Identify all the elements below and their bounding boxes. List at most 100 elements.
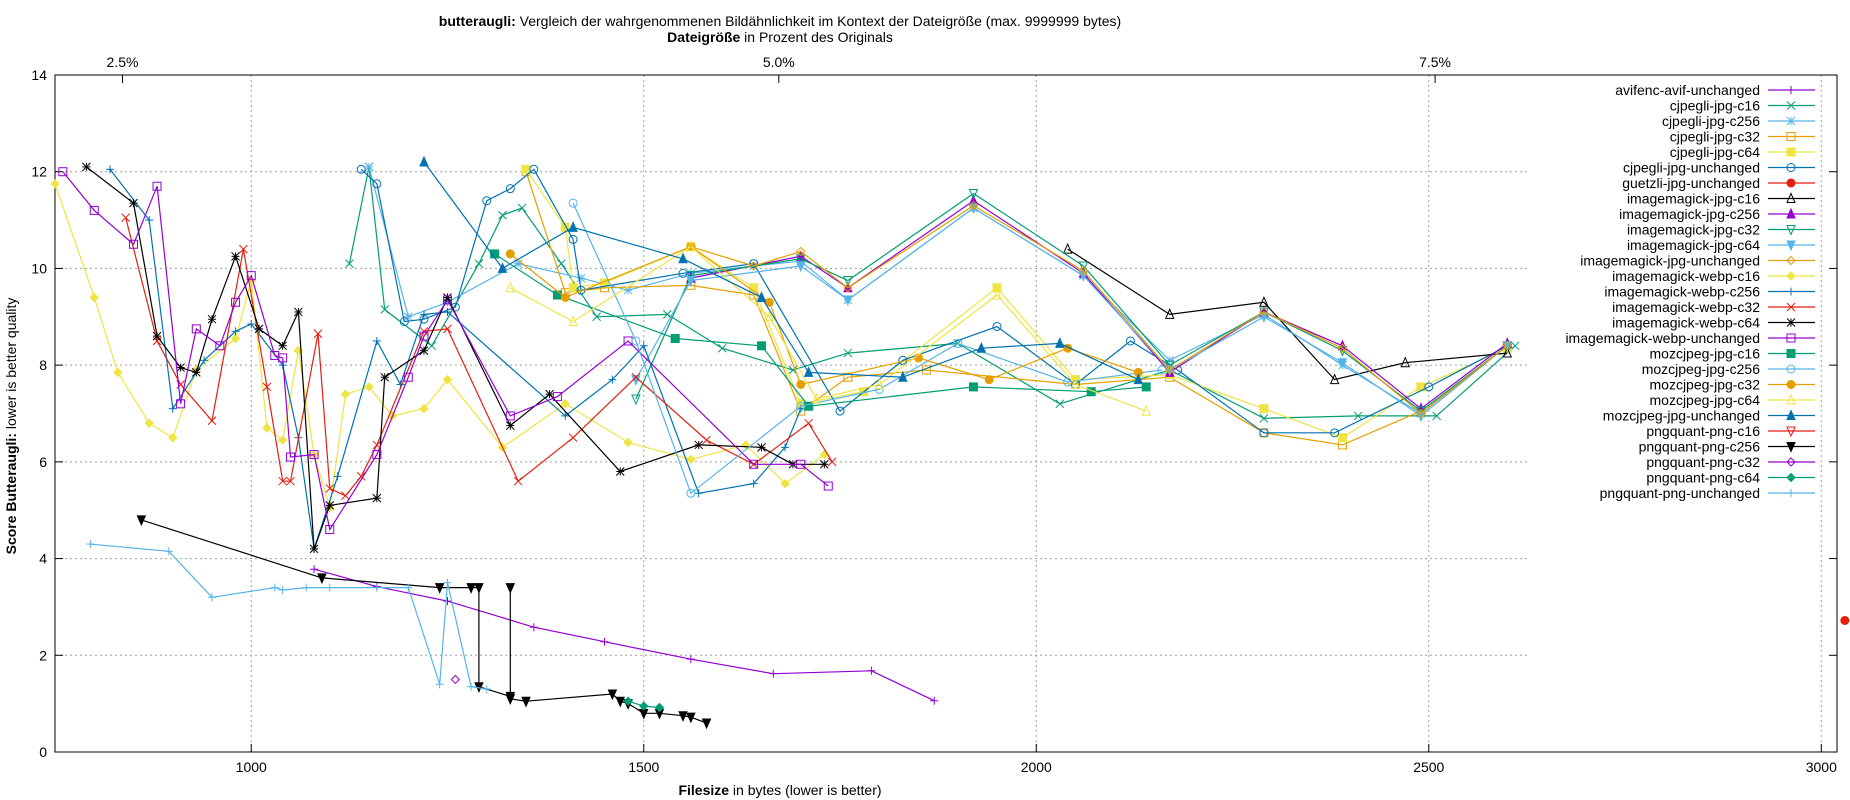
point-marker [953,338,963,348]
point-marker [89,205,99,215]
marker-stroke [443,293,452,302]
point-marker [1502,346,1513,358]
marker-shape [623,696,633,706]
marker-stroke [843,348,853,358]
legend-label: imagemagick-webp-unchanged [1565,330,1760,346]
point-marker [517,203,527,213]
point-marker [239,244,248,254]
marker-shape [317,573,327,585]
marker-stroke [568,433,578,443]
point-marker [278,353,288,363]
point-marker [769,669,778,678]
point-marker [1164,308,1175,319]
point-marker [521,696,531,708]
marker-shape [976,341,987,353]
marker-shape [482,196,492,206]
point-marker [419,326,429,336]
point-marker [843,348,853,358]
point-marker [1786,192,1796,203]
marker-shape [450,674,461,685]
point-marker [419,155,429,167]
marker-shape [505,411,515,421]
marker-shape [757,341,767,351]
marker-shape [1786,178,1796,188]
series-line [348,166,1516,419]
x-tick-label: 1000 [236,759,267,775]
point-marker [1055,399,1065,409]
marker-shape [560,292,570,302]
point-marker [749,459,759,469]
point-marker [380,372,390,382]
legend-entry: imagemagick-webp-c32 [1612,299,1815,315]
legend-label: cjpegli-jpg-c32 [1670,129,1760,145]
marker-shape [670,334,680,344]
marker-shape [811,392,822,404]
point-marker [1786,302,1796,312]
marker-shape [968,382,978,392]
point-marker [608,375,617,384]
point-marker [1786,225,1796,236]
legend-entry: cjpegli-jpg-c32 [1670,129,1815,145]
legend-label: mozcjpeg-jpg-c32 [1650,377,1761,393]
marker-shape [1125,336,1135,346]
marker-shape [144,418,154,428]
marker-shape [678,252,688,264]
point-marker [262,423,272,433]
marker-stroke [176,363,185,372]
marker-stroke [662,310,672,319]
marker-shape [568,315,578,327]
point-marker [482,685,491,694]
marker-stroke [474,259,484,268]
series-pngquant-png-c256 [136,515,712,730]
point-marker [505,583,516,594]
marker-shape [1786,240,1796,252]
x-tick-label: 2000 [1021,759,1052,775]
marker-shape [1786,333,1796,343]
legend-entry: pngquant-png-unchanged [1600,485,1815,501]
marker-shape [1416,408,1426,419]
point-marker [82,162,91,172]
marker-shape [152,181,162,191]
point-marker [230,333,241,344]
point-marker [568,198,578,208]
marker-shape [1063,377,1073,387]
point-marker [631,375,641,386]
point-marker [819,459,829,469]
point-marker [796,261,806,273]
point-marker [992,321,1002,331]
point-marker [1070,378,1081,389]
point-marker [811,392,822,404]
series-mozcjpeg-jpg-c256 [568,198,1167,498]
point-marker [513,476,523,486]
point-marker [443,295,453,305]
marker-shape [749,459,759,469]
point-marker [419,346,429,355]
point-marker [694,440,704,450]
point-marker [552,290,562,300]
point-marker [639,701,649,711]
marker-shape [1259,428,1269,438]
marker-shape [1786,426,1796,438]
series-line [510,245,1147,412]
point-marker [364,382,374,392]
point-marker [403,372,413,382]
marker-shape [984,375,994,385]
point-marker [1078,261,1089,273]
legend-entry: imagemagick-jpg-c16 [1627,191,1815,207]
marker-shape [419,403,429,414]
point-marker [1786,207,1796,219]
marker-stroke [372,493,382,503]
marker-shape [372,450,382,460]
marker-shape [529,164,539,174]
y-tick-label: 12 [31,164,47,180]
y-tick-label: 14 [31,67,47,83]
point-marker [756,291,767,302]
point-marker [1078,266,1089,276]
legend-label: avifenc-avif-unchanged [1615,82,1760,98]
marker-shape [286,452,296,462]
point-marker [1786,255,1796,266]
legend-label: imagemagick-webp-c32 [1612,299,1760,315]
point-marker [867,666,876,675]
marker-stroke [513,259,523,268]
